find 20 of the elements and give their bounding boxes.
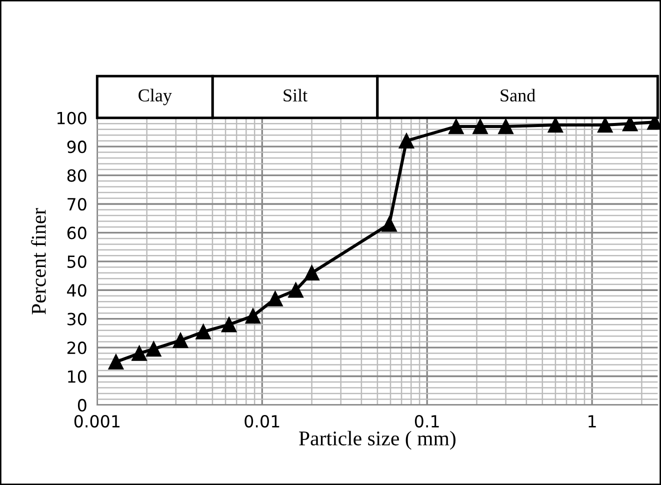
y-tick-label: 80 [67, 169, 86, 182]
y-tick-label: 60 [67, 226, 86, 240]
y-axis-title: Percent finer [30, 208, 46, 314]
y-tick-label: 30 [68, 312, 86, 326]
y-tick-label: 0 [78, 398, 86, 412]
y-tick-label: 70 [68, 198, 86, 211]
text: Silt [284, 88, 308, 102]
x-tick-label: 0.01 [244, 414, 280, 428]
y-tick-label: 10 [68, 370, 86, 383]
x-tick-label: 0.001 [74, 414, 120, 428]
x-tick-label: 1 [588, 415, 596, 428]
y-tick-label: 50 [68, 255, 86, 268]
y-tick-label: 90 [67, 140, 86, 154]
text: Sand [500, 88, 536, 102]
text: Clay [138, 88, 172, 106]
x-axis-title: Particle size ( mm) [299, 430, 456, 450]
y-tick-label: 20 [67, 342, 86, 354]
y-tick-label: 40 [67, 284, 86, 297]
x-tick-label: 0.1 [414, 414, 439, 428]
y-tick-label: 100 [57, 112, 86, 124]
